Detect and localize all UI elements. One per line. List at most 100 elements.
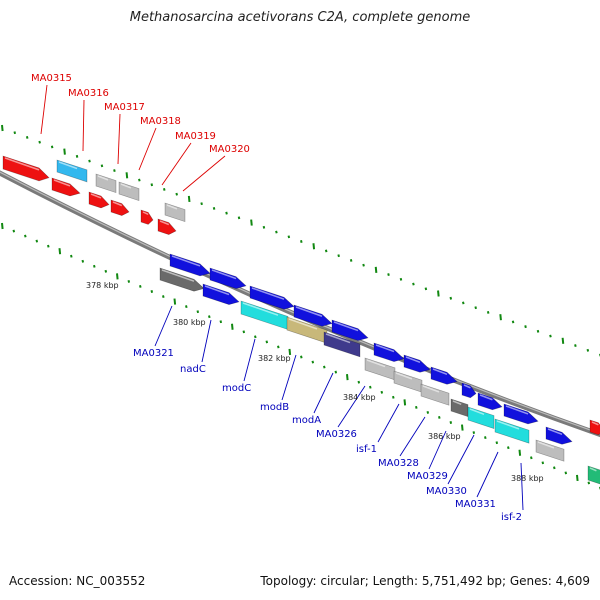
bottom-tick-mark: [150, 290, 154, 293]
bottom-tick-mark: [357, 380, 361, 384]
gene-label: MA0321: [133, 348, 174, 359]
bottom-tick-mark: [277, 345, 280, 349]
bottom-tick-mark: [265, 340, 269, 344]
gene-label: isf-1: [356, 444, 377, 455]
leader-line: [447, 434, 475, 485]
gene-isf2-top-shine: [547, 428, 563, 435]
leader-line: [337, 385, 366, 428]
top-tick-mark: [63, 148, 66, 155]
top-tick-mark: [125, 172, 129, 179]
gene-label: MA0329: [407, 471, 448, 482]
leader-line: [154, 305, 173, 347]
bottom-tick-mark: [219, 320, 223, 324]
top-tick-mark: [25, 136, 29, 139]
bottom-tick-mark: [484, 436, 487, 440]
gene-modA-shine: [325, 333, 351, 344]
bottom-tick-mark: [116, 273, 119, 280]
top-tick-mark: [412, 282, 415, 286]
top-tick-mark: [138, 178, 141, 182]
ruler-label: 388 kbp: [511, 474, 544, 483]
gene-MA0320b: [164, 202, 186, 223]
gene-nadC-top-shine: [211, 269, 237, 280]
ruler-label: 382 kbp: [258, 354, 291, 363]
bottom-tick-mark: [426, 410, 430, 414]
top-tick-mark: [312, 243, 316, 250]
top-tick-mark: [200, 202, 203, 206]
top-tick-mark: [536, 329, 540, 333]
bottom-tick-mark: [564, 471, 568, 475]
ruler-label: 378 kbp: [86, 281, 119, 290]
genome-backbone: [0, 170, 600, 438]
bottom-tick-mark: [323, 365, 326, 369]
gene-MA0319c-shine: [142, 211, 149, 216]
bottom-tick-mark: [380, 390, 384, 394]
top-tick-mark: [399, 277, 403, 281]
bottom-tick-mark: [139, 285, 142, 288]
bottom-tick-mark: [58, 248, 62, 255]
gene-edge-red: [589, 419, 600, 436]
gene-nadC-shine: [204, 285, 230, 296]
gene-label: MA0330: [426, 486, 467, 497]
top-tick-mark: [38, 140, 41, 144]
gene-MA0331-top-shine: [505, 405, 529, 415]
gene-MA0331-shine: [496, 420, 520, 430]
genome-backbone-highlight: [0, 171, 600, 435]
gene-MA0318: [118, 181, 140, 202]
gene-MA0319b-shine: [112, 201, 123, 207]
bottom-tick-mark: [472, 431, 476, 435]
gene-isf-2-shine: [537, 441, 555, 449]
gene-label: modA: [292, 415, 321, 426]
top-tick-mark: [262, 225, 266, 229]
bottom-tick-mark: [242, 330, 246, 334]
bottom-tick-mark: [12, 229, 16, 233]
leader-line: [281, 354, 297, 401]
bottom-tick-mark: [185, 305, 188, 309]
gene-MA0328-top-shine: [432, 368, 448, 375]
top-tick-mark: [424, 287, 428, 291]
top-tick-mark: [113, 169, 116, 173]
bottom-tick-mark: [104, 269, 108, 273]
top-tick-mark: [275, 230, 278, 234]
top-tick-mark: [13, 131, 17, 135]
bottom-tick-mark: [162, 295, 165, 298]
bottom-tick-mark: [288, 348, 292, 356]
gene-MA0319-shine: [90, 193, 102, 199]
bottom-tick-mark: [47, 244, 50, 248]
gene-edge-green-shine: [589, 467, 597, 472]
top-tick-mark: [1, 124, 4, 132]
top-tick-mark: [337, 254, 340, 258]
gene-label: MA0315: [31, 73, 72, 84]
bottom-tick-mark: [507, 446, 510, 450]
gene-MA0315-shine: [4, 157, 40, 171]
gene-MA0329-top-shine: [463, 384, 471, 389]
gene-MA0321-top-shine: [171, 255, 201, 267]
gene-edge-green: [587, 465, 600, 485]
bottom-tick-mark: [35, 239, 39, 243]
bottom-tick-mark: [173, 298, 177, 305]
top-tick-mark: [387, 273, 390, 277]
top-tick-mark: [511, 320, 515, 324]
ruler-label: 380 kbp: [173, 318, 206, 327]
top-tick-mark: [250, 219, 253, 226]
gene-MA0316b-shine: [53, 179, 71, 187]
bottom-tick-mark: [587, 481, 591, 485]
top-tick-mark: [300, 240, 303, 243]
top-tick-mark: [499, 314, 502, 321]
bottom-tick-mark: [403, 399, 407, 406]
top-tick-mark: [461, 301, 465, 305]
leader-line: [399, 416, 426, 457]
top-tick-mark: [524, 325, 527, 329]
gene-label: modC: [222, 383, 251, 394]
top-tick-mark: [486, 310, 490, 314]
leader-line: [82, 99, 85, 152]
gene-MA0320b-shine: [166, 204, 178, 210]
gene-modC-top-shine: [251, 287, 285, 300]
bottom-tick-mark: [346, 374, 349, 381]
gene-MA0330-top-shine: [479, 394, 493, 401]
gene-MA0317-shine: [97, 175, 109, 181]
bottom-tick-mark: [449, 421, 453, 424]
gene-label: MA0320: [209, 144, 250, 155]
gene-MA0330-shine: [469, 408, 485, 415]
diagram-title: Methanosarcina acetivorans C2A, complete…: [129, 10, 471, 25]
top-tick-mark: [225, 211, 228, 215]
